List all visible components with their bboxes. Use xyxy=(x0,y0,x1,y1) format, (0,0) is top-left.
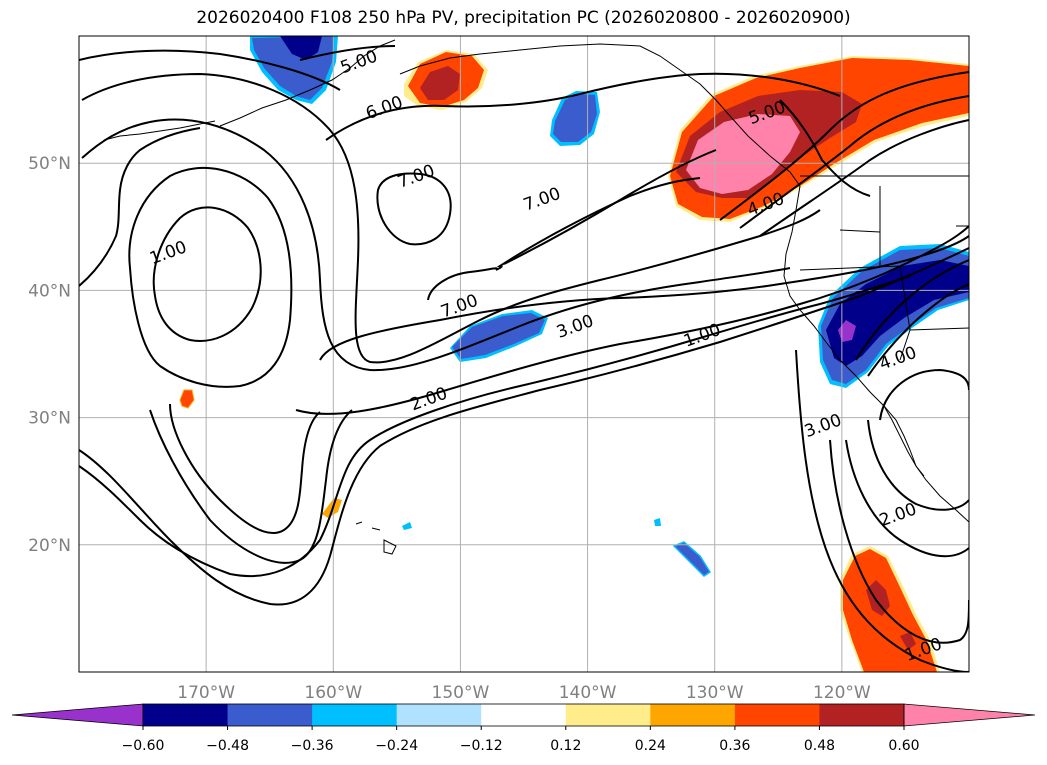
map-frame xyxy=(78,35,970,673)
precip-region-small-20n-b xyxy=(654,518,661,526)
coast-alaska-peninsula xyxy=(219,39,396,127)
precip-region-california-peak xyxy=(838,320,856,342)
coastlines xyxy=(103,39,969,555)
lon-tick-label: 150°W xyxy=(432,683,490,703)
pv-contour-east-1 xyxy=(795,349,969,672)
pv-contour-1-lower xyxy=(79,275,911,578)
lat-tick-label: 30°N xyxy=(28,409,71,429)
precip-region-small-hawaii xyxy=(402,522,412,530)
colorbar-swatch xyxy=(481,704,567,726)
lat-tick-labels: 50°N 40°N 30°N 20°N xyxy=(28,154,71,556)
precip-region-small-30n xyxy=(179,389,195,409)
colorbar-tick-label: −0.12 xyxy=(460,738,503,754)
pv-contour-2-loop xyxy=(128,166,293,388)
pv-contour-7-lower xyxy=(427,177,701,301)
pv-contour-nw-2 xyxy=(739,95,969,229)
contour-label: 7.00 xyxy=(521,184,563,216)
pv-contour-5 xyxy=(79,49,341,91)
chart-title: 2026020400 F108 250 hPa PV, precipitatio… xyxy=(196,8,851,28)
colorbar-tick-label: −0.36 xyxy=(291,738,334,754)
pv-contour-nw-1 xyxy=(719,71,969,221)
coast-hawaii xyxy=(355,521,397,555)
precip-region-mexico-core2 xyxy=(900,632,916,650)
pv-contour-2-loop2 xyxy=(149,409,353,564)
colorbar-swatch xyxy=(143,704,229,726)
coast-baja xyxy=(883,405,925,477)
pv-contour-east-3 xyxy=(845,439,969,558)
pv-contour-east-4 xyxy=(867,419,969,511)
colorbar-tick-label: 0.36 xyxy=(719,738,750,754)
lon-tick-label: 160°W xyxy=(304,683,362,703)
colorbar-tick-label: −0.24 xyxy=(375,738,418,754)
colorbar-tick-label: 0.60 xyxy=(888,738,919,754)
pv-contour-1-outer xyxy=(79,247,969,606)
colorbar-frame xyxy=(142,703,905,727)
colorbar-extend-max xyxy=(903,703,1036,727)
colorbar-swatch xyxy=(819,704,905,726)
contour-label: 3.00 xyxy=(802,410,844,442)
colorbar-swatch xyxy=(312,704,398,726)
pv-contours xyxy=(79,45,969,672)
contour-label: 6.00 xyxy=(363,92,405,124)
contour-label: 3.00 xyxy=(554,311,596,343)
lat-tick-label: 40°N xyxy=(28,281,71,301)
pv-contour-east-top2 xyxy=(867,283,969,377)
pv-contour-nw-3 xyxy=(759,119,969,237)
colorbar: −0.60 −0.48 −0.36 −0.24 −0.12 0.12 0.24 0.36 0.4… xyxy=(11,703,1036,754)
precip-region-small-20n xyxy=(672,541,712,577)
colorbar-swatch xyxy=(565,704,651,726)
precip-region-gulf-negative-core xyxy=(553,94,597,142)
lon-tick-label: 140°W xyxy=(559,683,617,703)
pv-contour-3 xyxy=(81,118,791,372)
border-states xyxy=(799,186,969,361)
pv-contour-6 xyxy=(299,45,396,61)
lat-tick-label: 50°N xyxy=(28,154,71,174)
gridlines xyxy=(79,36,969,672)
pv-contour-3-loop2 xyxy=(169,403,321,535)
precip-region-bering-core xyxy=(420,66,460,100)
pv-contour-east-2 xyxy=(829,439,969,644)
pv-contour-east-loop xyxy=(879,368,969,421)
lon-tick-label: 130°W xyxy=(686,683,744,703)
contour-label: 2.00 xyxy=(408,384,450,416)
colorbar-extend-min xyxy=(11,703,144,727)
pv-contour-3-lower xyxy=(319,235,969,361)
colorbar-tick-label: 0.24 xyxy=(635,738,666,754)
colorbar-tick-label: 0.48 xyxy=(804,738,835,754)
contour-label: 7.00 xyxy=(395,161,437,193)
precip-region-mexico-core xyxy=(866,580,890,616)
precip-fill-layer xyxy=(179,36,969,672)
pv-contour-2-lower xyxy=(295,225,969,415)
lon-tick-label: 120°W xyxy=(813,683,871,703)
precip-region-california-core xyxy=(826,260,969,366)
pv-contour-7-island xyxy=(376,172,452,246)
contour-label: 7.00 xyxy=(438,291,480,323)
pv-contour-7-mid xyxy=(503,149,717,265)
colorbar-swatch xyxy=(396,704,482,726)
precip-region-alaska-negative-core xyxy=(280,36,322,60)
pv-contour-7-upper xyxy=(325,72,841,141)
pv-contour-nw-4 xyxy=(779,99,871,197)
pv-contour-1-loop xyxy=(152,206,262,342)
coast-west-coast xyxy=(783,185,969,523)
colorbar-tick-label: −0.48 xyxy=(206,738,249,754)
colorbar-swatch xyxy=(734,704,820,726)
pv-contour-4 xyxy=(81,72,821,364)
coast-aleutians xyxy=(103,120,216,141)
pv-contour-east-top1 xyxy=(855,259,969,361)
pv-contour-1-west xyxy=(79,127,201,287)
colorbar-tick-label: −0.60 xyxy=(122,738,165,754)
colorbar-swatch xyxy=(650,704,736,726)
contour-label: 2.00 xyxy=(877,499,919,531)
coast-alaska-south xyxy=(399,43,801,187)
lat-tick-label: 20°N xyxy=(28,536,71,556)
colorbar-tick-label: 0.12 xyxy=(550,738,581,754)
contour-label: 1.00 xyxy=(147,237,189,269)
lon-tick-labels: 170°W 160°W 150°W 140°W 130°W 120°W xyxy=(177,683,871,703)
colorbar-swatch xyxy=(227,704,313,726)
lon-tick-label: 170°W xyxy=(177,683,235,703)
